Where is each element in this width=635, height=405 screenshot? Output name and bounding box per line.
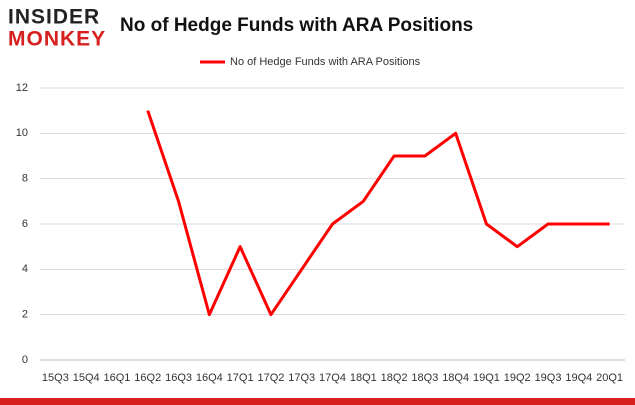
- x-tick-label: 17Q2: [257, 372, 284, 384]
- y-tick-label: 12: [16, 82, 28, 94]
- x-tick-label: 19Q1: [473, 372, 500, 384]
- legend-label: No of Hedge Funds with ARA Positions: [230, 56, 421, 68]
- logo-bottom: MONKEY: [8, 28, 106, 51]
- x-tick-label: 19Q2: [504, 372, 531, 384]
- y-tick-label: 8: [22, 173, 28, 185]
- x-tick-label: 17Q4: [319, 372, 346, 384]
- x-tick-label: 16Q1: [104, 372, 131, 384]
- x-tick-label: 19Q3: [535, 372, 562, 384]
- x-tick-label: 18Q3: [411, 372, 438, 384]
- x-tick-label: 15Q3: [42, 372, 69, 384]
- x-tick-label: 18Q1: [350, 372, 377, 384]
- y-tick-label: 2: [22, 309, 28, 321]
- y-tick-label: 0: [22, 354, 28, 366]
- x-tick-label: 17Q3: [288, 372, 315, 384]
- x-tick-label: 16Q2: [134, 372, 161, 384]
- x-tick-label: 18Q2: [381, 372, 408, 384]
- x-tick-label: 18Q4: [442, 372, 469, 384]
- x-tick-label: 17Q1: [227, 372, 254, 384]
- footer-strip: [0, 398, 635, 405]
- x-tick-label: 19Q4: [565, 372, 592, 384]
- y-tick-label: 10: [16, 127, 28, 139]
- y-tick-label: 6: [22, 218, 28, 230]
- x-tick-label: 16Q4: [196, 372, 223, 384]
- x-tick-label: 15Q4: [73, 372, 100, 384]
- logo-top: INSIDER: [8, 6, 100, 29]
- data-line: [146, 110, 610, 317]
- x-tick-label: 20Q1: [596, 372, 623, 384]
- x-tick-label: 16Q3: [165, 372, 192, 384]
- chart-title: No of Hedge Funds with ARA Positions: [120, 15, 473, 36]
- y-tick-label: 4: [22, 263, 28, 275]
